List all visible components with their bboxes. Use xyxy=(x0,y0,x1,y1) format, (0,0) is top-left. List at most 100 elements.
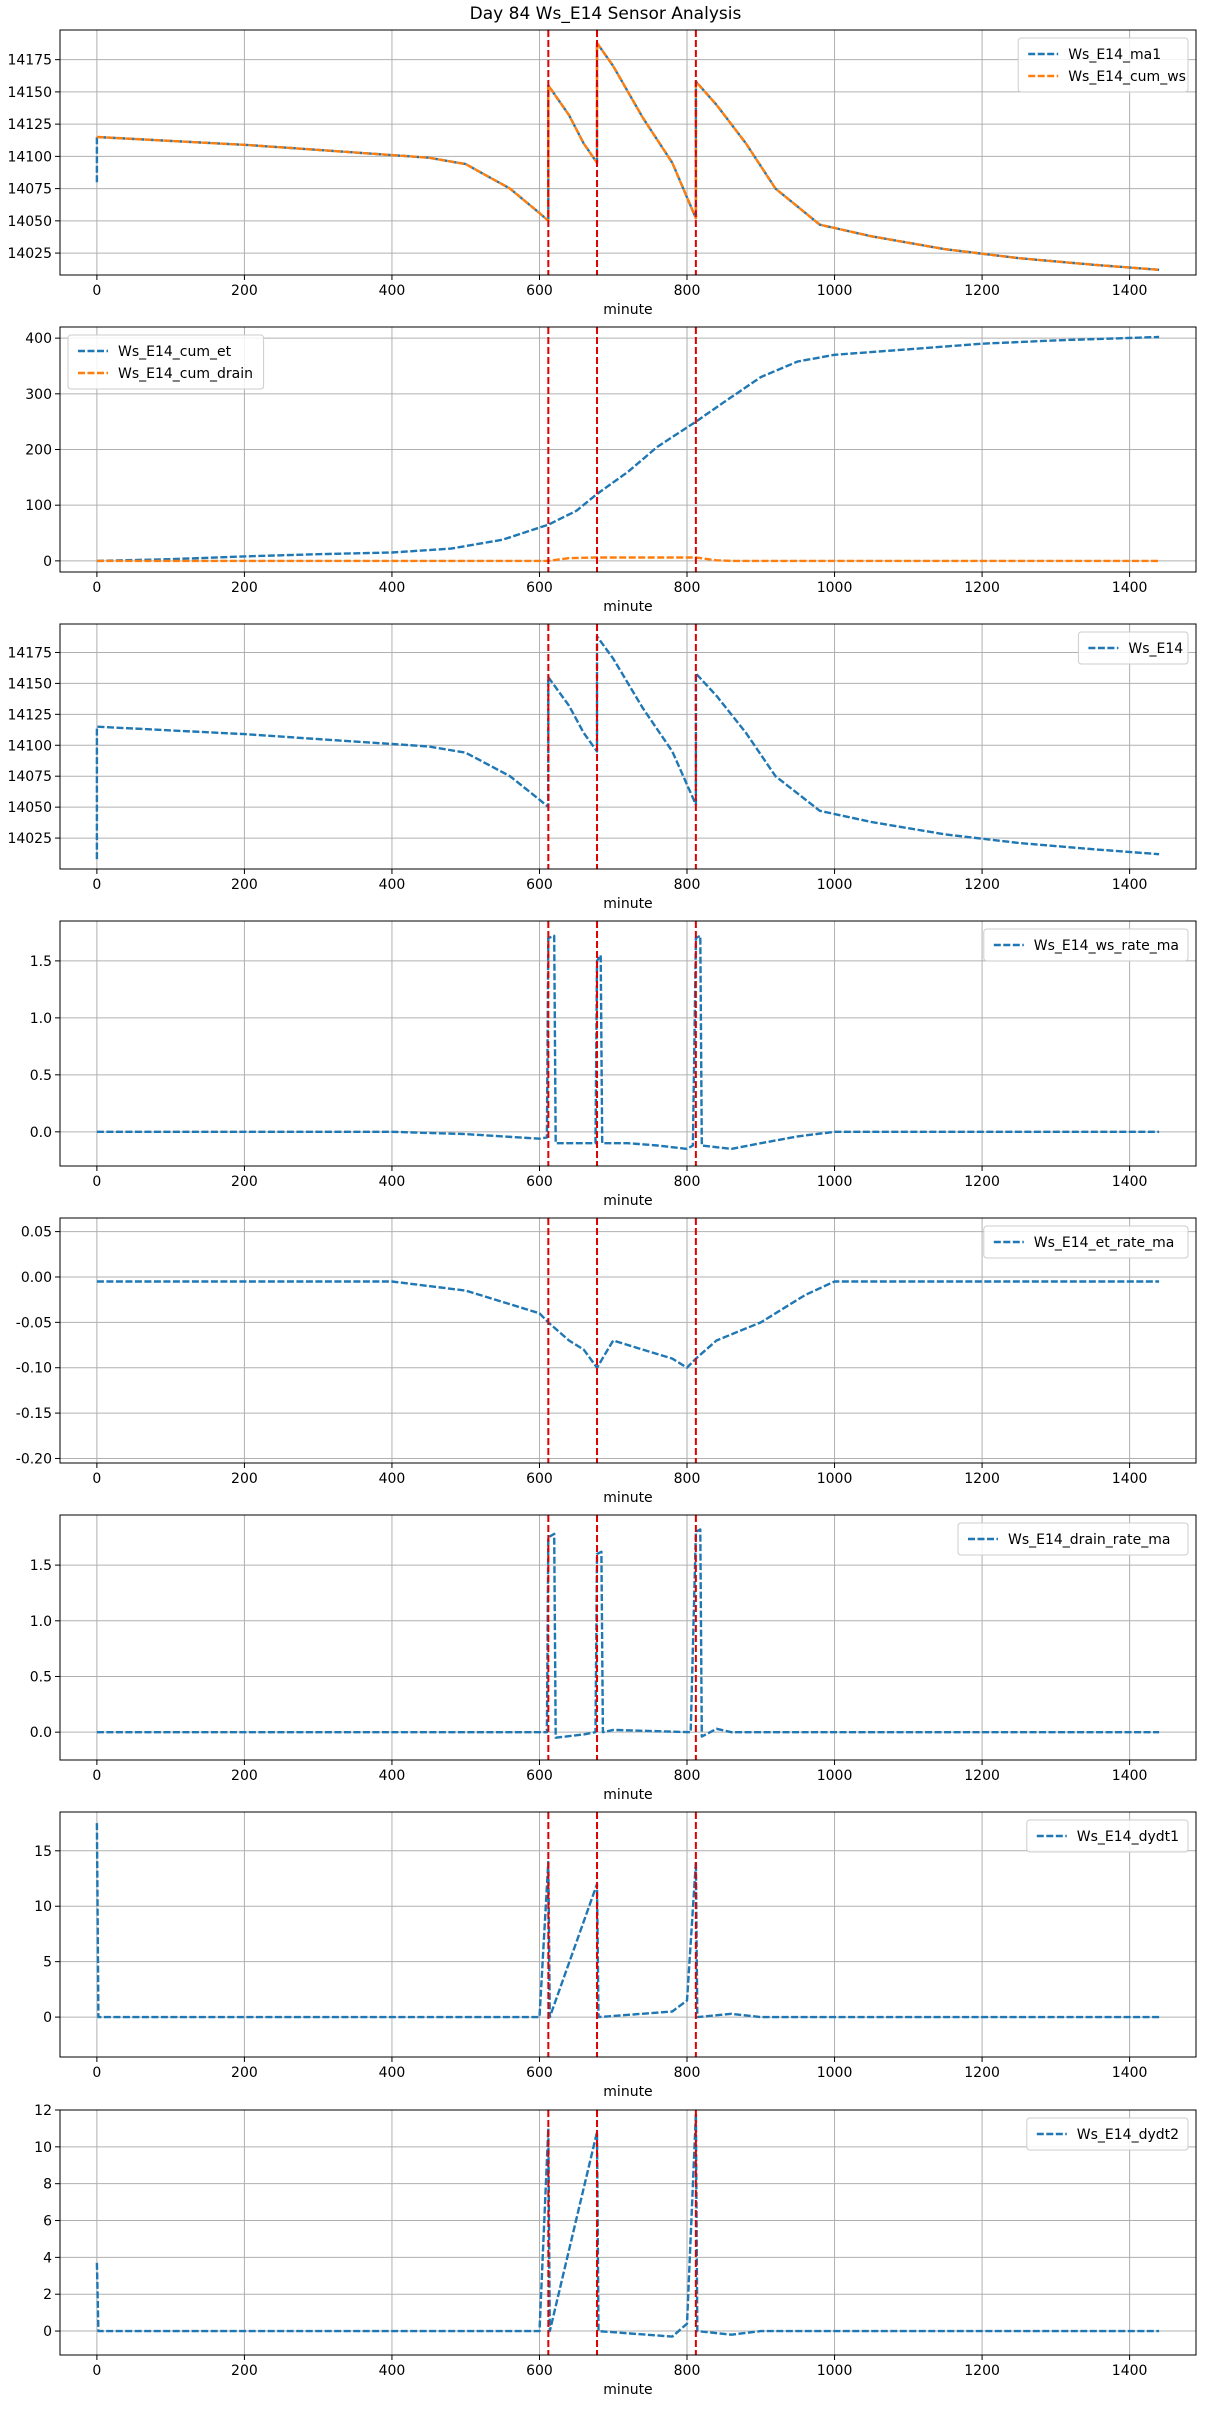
y-tick-label: 14175 xyxy=(7,53,52,69)
y-tick-label: 10 xyxy=(34,1899,52,1915)
legend: Ws_E14 xyxy=(1077,631,1189,665)
legend-box xyxy=(1077,631,1189,665)
x-tick-label: 400 xyxy=(379,2363,406,2379)
y-tick-label: 14150 xyxy=(7,85,52,101)
x-tick-label: 200 xyxy=(231,1471,258,1487)
x-tick-label: 800 xyxy=(674,1471,701,1487)
figure-title: Day 84 Ws_E14 Sensor Analysis xyxy=(469,4,742,24)
legend-label: Ws_E14_cum_ws xyxy=(1068,69,1186,85)
x-tick-label: 0 xyxy=(92,1174,101,1190)
x-tick-label: 1200 xyxy=(964,580,1000,596)
y-tick-label: 400 xyxy=(25,331,52,347)
chart-panel-4: 0 200 400 600 800 1000 1200 1400 0.0 0.5 1.0 1.5 min… xyxy=(30,920,1197,1209)
y-tick-label: 14050 xyxy=(7,214,52,230)
legend: Ws_E14_cum_et Ws_E14_cum_drain xyxy=(67,334,265,390)
legend: Ws_E14_et_rate_ma xyxy=(983,1225,1189,1259)
series-line-2 xyxy=(96,556,1160,563)
legend-box xyxy=(67,334,265,390)
y-tick-label: 5 xyxy=(43,1955,52,1971)
y-tick-label: 1.0 xyxy=(30,1011,52,1027)
legend: Ws_E14_ma1 Ws_E14_cum_ws xyxy=(1017,37,1189,93)
x-tick-label: 1200 xyxy=(964,2363,1000,2379)
x-axis-label: minute xyxy=(603,302,652,318)
chart-panel-5: 0 200 400 600 800 1000 1200 1400 0.05 0.00 -0.05 -0… xyxy=(16,1217,1197,1506)
y-tick-label: -0.20 xyxy=(16,1451,52,1467)
legend-box xyxy=(983,1225,1189,1259)
legend: Ws_E14_dydt1 xyxy=(1026,1819,1189,1853)
y-tick-label: 200 xyxy=(25,443,52,459)
legend-label: Ws_E14_et_rate_ma xyxy=(1034,1235,1175,1251)
y-tick-label: 14025 xyxy=(7,246,52,262)
y-tick-label: 0.05 xyxy=(21,1225,52,1241)
legend-label: Ws_E14_cum_drain xyxy=(118,366,253,382)
x-tick-label: 600 xyxy=(526,1768,553,1784)
x-tick-label: 0 xyxy=(92,1471,101,1487)
y-tick-label: 2 xyxy=(43,2287,52,2303)
x-axis-label: minute xyxy=(603,896,652,912)
axes-frame xyxy=(59,2109,1197,2356)
series-line-1 xyxy=(95,635,1160,860)
x-tick-label: 1200 xyxy=(964,1471,1000,1487)
x-tick-label: 800 xyxy=(674,1174,701,1190)
x-tick-label: 600 xyxy=(526,2363,553,2379)
x-tick-label: 400 xyxy=(379,283,406,299)
axes-frame xyxy=(59,920,1197,1167)
y-tick-label: 8 xyxy=(43,2177,52,2193)
y-tick-label: 0 xyxy=(43,554,52,570)
y-tick-label: 0.00 xyxy=(21,1270,52,1286)
legend-box xyxy=(1026,2117,1189,2151)
y-tick-label: 0 xyxy=(43,2010,52,2026)
axes-frame xyxy=(59,1217,1197,1464)
x-tick-label: 600 xyxy=(526,1174,553,1190)
x-tick-label: 0 xyxy=(92,2363,101,2379)
chart-panel-6: 0 200 400 600 800 1000 1200 1400 0.0 0.5 1.0 1.5 min… xyxy=(30,1514,1197,1803)
x-tick-label: 1000 xyxy=(817,580,853,596)
series-line-1 xyxy=(96,1528,1160,1739)
series-line-1 xyxy=(96,335,1160,563)
x-axis-label: minute xyxy=(603,2382,652,2398)
chart-panel-2: 0 200 400 600 800 1000 1200 1400 0 100 200 300 400 mi… xyxy=(25,326,1197,615)
x-tick-label: 200 xyxy=(231,580,258,596)
x-axis-label: minute xyxy=(603,1193,652,1209)
y-tick-label: -0.15 xyxy=(16,1406,52,1422)
x-tick-label: 1400 xyxy=(1112,1471,1148,1487)
legend-label: Ws_E14 xyxy=(1128,641,1183,657)
chart-panel-8: 0 200 400 600 800 1000 1200 1400 0 2 4 6 8 10 12 minute… xyxy=(34,2103,1197,2398)
x-tick-label: 600 xyxy=(526,877,553,893)
x-tick-label: 200 xyxy=(231,283,258,299)
legend-label: Ws_E14_ma1 xyxy=(1068,47,1161,63)
y-tick-label: 14050 xyxy=(7,800,52,816)
chart-panel-1: 0 200 400 600 800 1000 1200 1400 14025 14050 14075… xyxy=(7,29,1197,318)
x-tick-label: 400 xyxy=(379,2065,406,2081)
y-tick-label: 14125 xyxy=(7,117,52,133)
x-tick-label: 800 xyxy=(674,580,701,596)
x-tick-label: 400 xyxy=(379,877,406,893)
legend: Ws_E14_drain_rate_ma xyxy=(957,1522,1189,1556)
y-tick-label: 14125 xyxy=(7,707,52,723)
legend-label: Ws_E14_ws_rate_ma xyxy=(1034,938,1179,954)
x-axis-label: minute xyxy=(603,599,652,615)
y-tick-label: 10 xyxy=(34,2140,52,2156)
chart-panel-3: 0 200 400 600 800 1000 1200 1400 14025 14050 14075… xyxy=(7,623,1197,912)
y-tick-label: 14175 xyxy=(7,645,52,661)
y-tick-label: -0.10 xyxy=(16,1361,52,1377)
x-tick-label: 0 xyxy=(92,1768,101,1784)
y-tick-label: -0.05 xyxy=(16,1315,52,1331)
axes-frame xyxy=(59,1514,1197,1761)
y-tick-label: 14150 xyxy=(7,676,52,692)
y-tick-label: 15 xyxy=(34,1844,52,1860)
x-tick-label: 1400 xyxy=(1112,283,1148,299)
y-tick-label: 0.5 xyxy=(30,1669,52,1685)
y-tick-label: 14100 xyxy=(7,738,52,754)
x-axis-label: minute xyxy=(603,2084,652,2100)
x-tick-label: 800 xyxy=(674,2065,701,2081)
legend-label: Ws_E14_cum_et xyxy=(118,344,232,360)
x-tick-label: 1000 xyxy=(817,1471,853,1487)
x-tick-label: 1200 xyxy=(964,877,1000,893)
x-tick-label: 400 xyxy=(379,1768,406,1784)
legend-label: Ws_E14_dydt1 xyxy=(1077,1829,1179,1845)
y-tick-label: 1.5 xyxy=(30,1558,52,1574)
x-tick-label: 0 xyxy=(92,877,101,893)
x-tick-label: 600 xyxy=(526,1471,553,1487)
x-tick-label: 0 xyxy=(92,283,101,299)
